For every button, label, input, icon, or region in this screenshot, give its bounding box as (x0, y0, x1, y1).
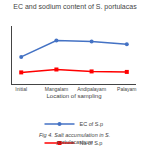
svg-text:Fig 4. Salt accumulation in S.: Fig 4. Salt accumulation in S.portulacas… (39, 132, 110, 145)
svg-text:Andipalayam: Andipalayam (77, 86, 106, 92)
svg-text:EC and sodium content of S. po: EC and sodium content of S. portulacas (13, 3, 137, 11)
svg-text:Initial: Initial (15, 86, 27, 92)
svg-text:EC of S.p: EC of S.p (80, 121, 104, 127)
svg-text:Location of sampling: Location of sampling (46, 93, 101, 99)
svg-text:Na of S.p: Na of S.p (80, 140, 103, 146)
svg-text:Palayam: Palayam (117, 86, 136, 92)
svg-text:Mangalam: Mangalam (45, 86, 68, 92)
